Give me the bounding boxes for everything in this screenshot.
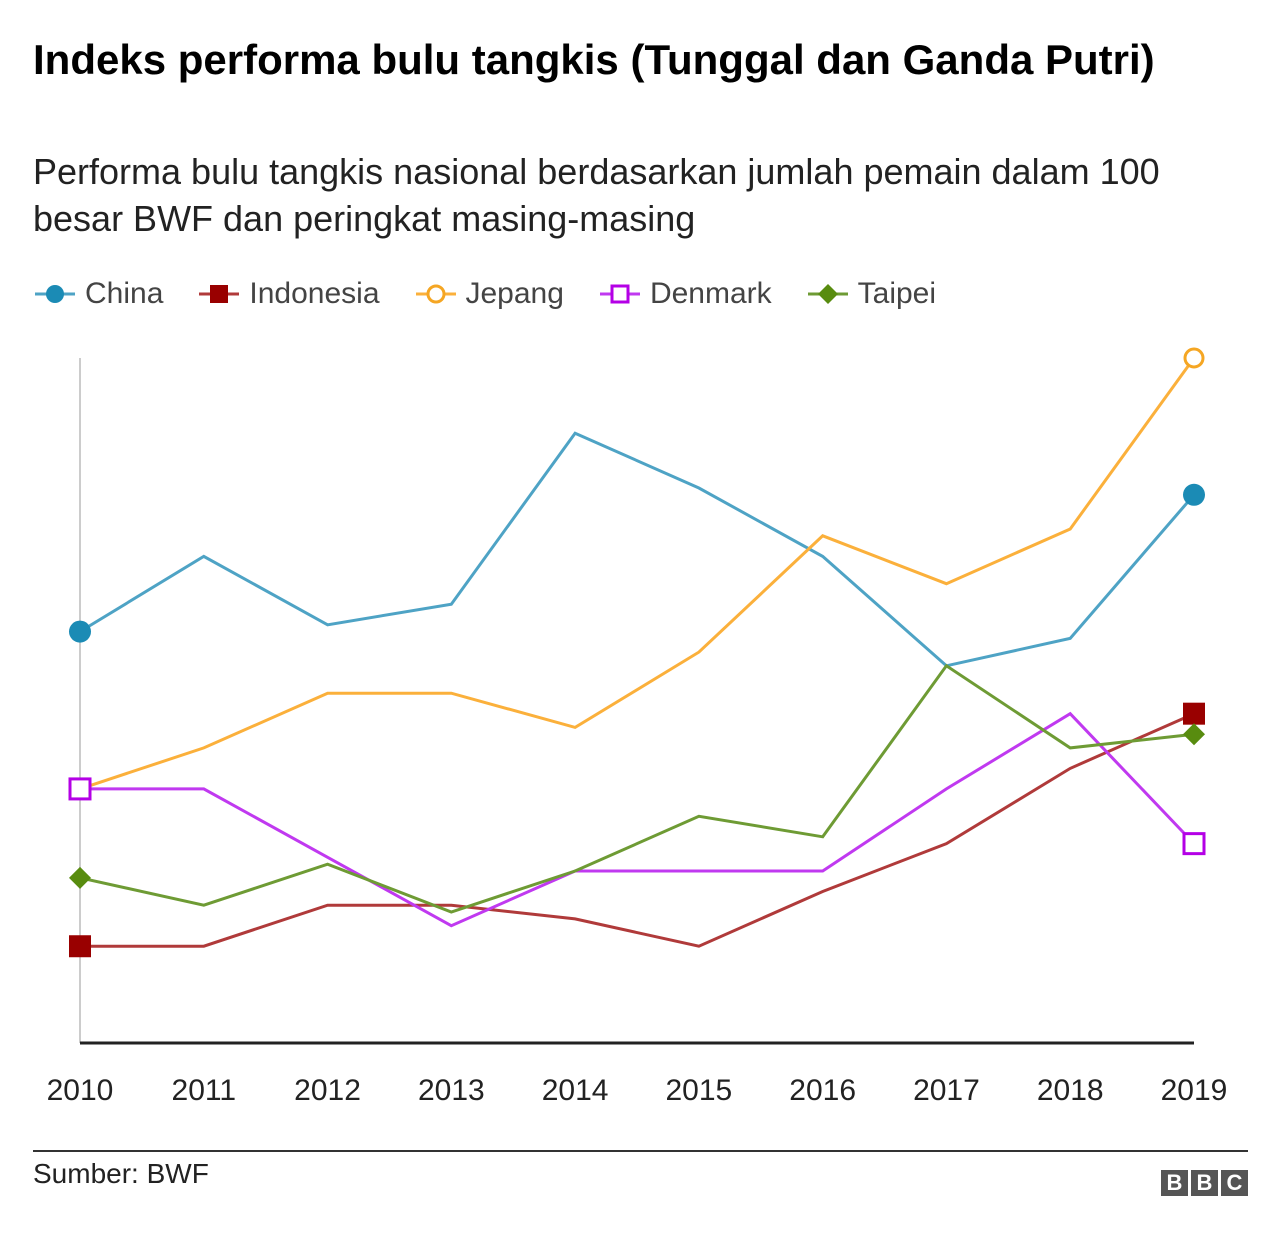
- data-point-denmark: [68, 777, 92, 801]
- series-line-indonesia: [80, 712, 1195, 948]
- bbc-logo-letter: B: [1161, 1170, 1188, 1196]
- legend-marker-china: [35, 285, 75, 303]
- legend-marker-denmark: [599, 284, 640, 304]
- legend-marker-jepang: [415, 284, 456, 304]
- legend-item-taipei: Taipei: [806, 277, 936, 311]
- x-tick-label: 2013: [418, 1074, 485, 1107]
- legend-label-indonesia: Indonesia: [249, 277, 380, 310]
- chart-subtitle: Performa bulu tangkis nasional berdasark…: [33, 151, 1160, 239]
- data-point-china: [69, 620, 91, 643]
- legend-item-indonesia: Indonesia: [197, 277, 380, 311]
- data-point-indonesia: [1183, 702, 1205, 725]
- data-point-china: [1183, 483, 1205, 506]
- data-point-taipei: [69, 866, 91, 889]
- source-note: Sumber: BWF: [33, 1158, 209, 1189]
- x-tick-label: 2015: [666, 1074, 733, 1107]
- legend-item-china: China: [33, 277, 163, 311]
- x-tick-label: 2011: [172, 1074, 237, 1107]
- legend-item-denmark: Denmark: [598, 277, 772, 311]
- x-tick-label: 2018: [1037, 1074, 1104, 1107]
- legend-label-jepang: Jepang: [465, 277, 564, 310]
- legend-marker-taipei: [807, 284, 848, 304]
- legend-label-taipei: Taipei: [857, 277, 937, 310]
- data-point-jepang: [1183, 347, 1205, 369]
- series-line-denmark: [80, 711, 1196, 928]
- line-chart: 2010 2011 2012 2013 2014 2015 2016 2017 2018 2019: [47, 347, 1228, 1107]
- series-line-jepang: [79, 357, 1196, 791]
- bbc-logo-letter: B: [1191, 1170, 1218, 1196]
- legend-item-jepang: Jepang: [414, 277, 564, 311]
- legend-label-denmark: Denmark: [649, 277, 772, 310]
- bbc-logo-letter: C: [1221, 1170, 1248, 1196]
- legend: China Indonesia Jepang Denmark Taipei: [33, 272, 970, 316]
- x-tick-label: 2010: [47, 1074, 114, 1107]
- data-point-indonesia: [69, 935, 91, 958]
- x-tick-label: 2016: [789, 1074, 856, 1107]
- x-tick-label: 2012: [294, 1074, 361, 1107]
- legend-marker-indonesia: [199, 285, 240, 303]
- series-line-china: [79, 431, 1196, 668]
- data-point-denmark: [1182, 832, 1206, 856]
- x-tick-label: 2017: [913, 1074, 980, 1107]
- series-line-taipei: [79, 663, 1195, 914]
- x-tick-label: 2014: [542, 1074, 609, 1107]
- legend-label-china: China: [85, 277, 164, 310]
- footer-divider: [33, 1150, 1248, 1152]
- bbc-logo: B B C: [1158, 1170, 1248, 1196]
- data-point-taipei: [1183, 723, 1205, 746]
- x-tick-label: 2019: [1161, 1074, 1228, 1107]
- chart-title: Indeks performa bulu tangkis (Tunggal da…: [33, 36, 1155, 83]
